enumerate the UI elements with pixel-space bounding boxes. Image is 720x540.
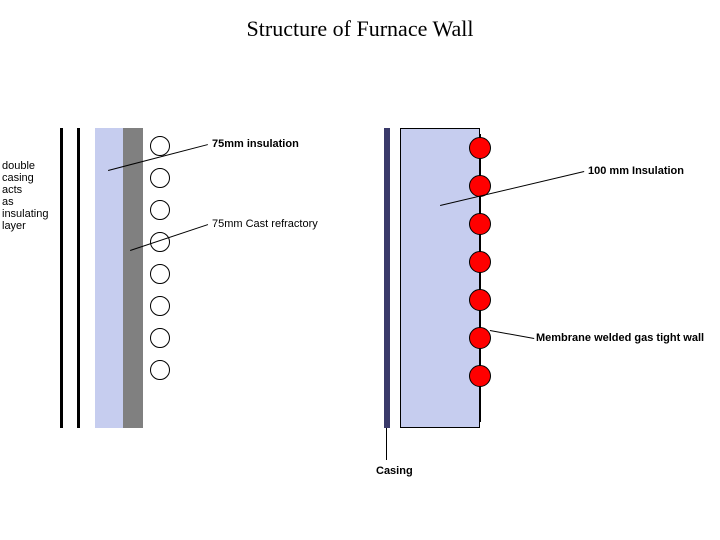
- right-tube-5: [469, 327, 491, 349]
- left-75mm-insulation: [95, 128, 123, 428]
- right-tube-4: [469, 289, 491, 311]
- diagram-title: Structure of Furnace Wall: [0, 16, 720, 42]
- label-75mm-cast-refractory: 75mm Cast refractory: [212, 218, 318, 230]
- right-tube-0: [469, 137, 491, 159]
- right-tube-3: [469, 251, 491, 273]
- left-tube-5: [150, 296, 170, 316]
- label-100mm-insulation: 100 mm Insulation: [588, 165, 684, 177]
- right-tube-6: [469, 365, 491, 387]
- left-75mm-refractory: [123, 128, 143, 428]
- left-casing-inner: [77, 128, 80, 428]
- label-membrane-wall: Membrane welded gas tight wall: [536, 332, 704, 344]
- right-tube-2: [469, 213, 491, 235]
- left-tube-2: [150, 200, 170, 220]
- label-double-casing: double casing acts as insulating layer: [2, 160, 48, 232]
- label-casing: Casing: [376, 465, 413, 477]
- diagram-title-text: Structure of Furnace Wall: [247, 16, 474, 41]
- left-tube-6: [150, 328, 170, 348]
- left-tube-0: [150, 136, 170, 156]
- left-tube-4: [150, 264, 170, 284]
- label-75mm-insulation: 75mm insulation: [212, 138, 299, 150]
- right-100mm-insulation: [400, 128, 480, 428]
- left-tube-7: [150, 360, 170, 380]
- left-casing-airgap: [63, 128, 77, 428]
- right-casing: [384, 128, 390, 428]
- left-tube-1: [150, 168, 170, 188]
- leader-membrane: [490, 330, 534, 339]
- leader-casing: [386, 428, 387, 460]
